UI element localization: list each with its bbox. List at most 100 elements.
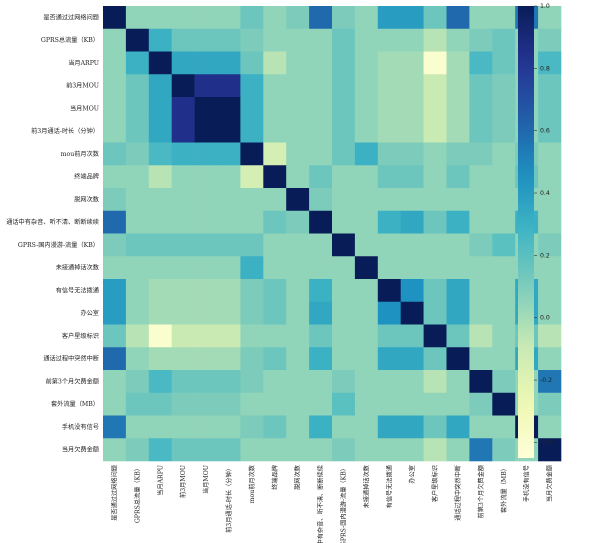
heatmap-cells <box>103 6 562 462</box>
heatmap-cell <box>332 392 356 416</box>
heatmap-cell <box>423 142 447 166</box>
heatmap-cell <box>354 165 379 189</box>
heatmap-cell <box>263 97 287 121</box>
heatmap-cell <box>492 415 516 439</box>
heatmap-cell <box>194 74 218 98</box>
heatmap-cell <box>400 74 424 98</box>
heatmap-cell <box>194 165 218 189</box>
heatmap-cell <box>194 324 218 348</box>
heatmap-cell <box>240 28 264 52</box>
heatmap-cell <box>240 438 264 462</box>
heatmap-cell <box>400 28 424 52</box>
heatmap-cell <box>332 97 356 121</box>
heatmap-cell <box>469 415 493 439</box>
heatmap-cell <box>171 51 195 75</box>
heatmap-cell <box>309 370 333 394</box>
heatmap-cell <box>103 347 127 371</box>
heatmap-cell <box>286 74 310 98</box>
heatmap-cell <box>469 51 493 75</box>
heatmap-cell <box>354 370 379 394</box>
heatmap-cell <box>309 279 333 303</box>
heatmap-cell <box>103 142 127 166</box>
heatmap-cell <box>538 28 562 52</box>
colorbar-tick-label: 0.0 <box>540 315 550 322</box>
heatmap-cell <box>423 165 447 189</box>
heatmap-cell <box>240 301 264 325</box>
heatmap-cell <box>103 28 127 52</box>
heatmap-cell <box>263 370 287 394</box>
heatmap-cell <box>263 119 287 143</box>
heatmap-cell <box>492 210 516 234</box>
heatmap-cell <box>217 74 241 98</box>
heatmap-cell <box>240 51 264 75</box>
heatmap-cell <box>125 415 150 439</box>
heatmap-cell <box>446 6 470 30</box>
heatmap-cell <box>171 347 195 371</box>
heatmap-cell <box>469 74 493 98</box>
heatmap-cell <box>240 188 264 212</box>
heatmap-cell <box>492 392 516 416</box>
heatmap-cell <box>309 28 333 52</box>
heatmap-cell <box>309 119 333 143</box>
heatmap-cell <box>103 324 127 348</box>
heatmap-cell <box>400 256 424 280</box>
heatmap-cell <box>377 6 401 30</box>
heatmap-cell <box>354 28 379 52</box>
y-tick-label: GPRS-国内漫游-流量（KB） <box>18 241 99 249</box>
heatmap-cell <box>217 165 241 189</box>
heatmap-cell <box>148 165 172 189</box>
heatmap-cell <box>148 210 172 234</box>
heatmap-cell <box>263 165 287 189</box>
y-tick-label: 客户星级标识 <box>62 332 99 340</box>
heatmap-cell <box>332 301 356 325</box>
x-tick-label: GPRS总流量（KB） <box>133 465 141 523</box>
heatmap-cell <box>446 210 470 234</box>
heatmap-cell <box>171 6 195 30</box>
heatmap-cell <box>446 324 470 348</box>
heatmap-cell <box>400 347 424 371</box>
heatmap-cell <box>377 210 401 234</box>
heatmap-cell <box>492 279 516 303</box>
heatmap-cell <box>240 279 264 303</box>
heatmap-cell <box>125 279 150 303</box>
heatmap-cell <box>332 347 356 371</box>
x-tick-label: mou前月次数 <box>248 464 256 503</box>
x-tick-label: 前3月通话-时长（分钟） <box>225 465 233 533</box>
heatmap-cell <box>125 370 150 394</box>
heatmap-cell <box>354 301 379 325</box>
heatmap-cell <box>171 392 195 416</box>
heatmap-cell <box>103 210 127 234</box>
heatmap-cell <box>286 279 310 303</box>
heatmap-cell <box>332 438 356 462</box>
heatmap-cell <box>354 74 379 98</box>
heatmap-cell <box>125 324 150 348</box>
heatmap-cell <box>332 142 356 166</box>
heatmap-cell <box>400 279 424 303</box>
heatmap-cell <box>103 165 127 189</box>
heatmap-cell <box>538 6 562 30</box>
heatmap-cell <box>423 392 447 416</box>
heatmap-cell <box>377 188 401 212</box>
heatmap-cell <box>125 233 150 257</box>
heatmap-cell <box>354 279 379 303</box>
heatmap-cell <box>148 392 172 416</box>
heatmap-cell <box>125 165 150 189</box>
heatmap-cell <box>194 210 218 234</box>
heatmap-cell <box>400 324 424 348</box>
y-tick-label: 套外流量（MB） <box>51 400 99 408</box>
heatmap-cell <box>400 370 424 394</box>
heatmap-cell <box>217 279 241 303</box>
heatmap-cell <box>538 256 562 280</box>
x-tick-label: 未接通掉话次数 <box>362 464 370 508</box>
heatmap-cell <box>469 301 493 325</box>
heatmap-cell <box>538 347 562 371</box>
heatmap-cell <box>125 74 150 98</box>
heatmap-cell <box>148 28 172 52</box>
heatmap-cell <box>263 233 287 257</box>
heatmap-cell <box>263 28 287 52</box>
heatmap-cell <box>423 415 447 439</box>
heatmap-cell <box>148 415 172 439</box>
heatmap-cell <box>103 6 127 30</box>
heatmap-cell <box>377 324 401 348</box>
heatmap-cell <box>354 51 379 75</box>
